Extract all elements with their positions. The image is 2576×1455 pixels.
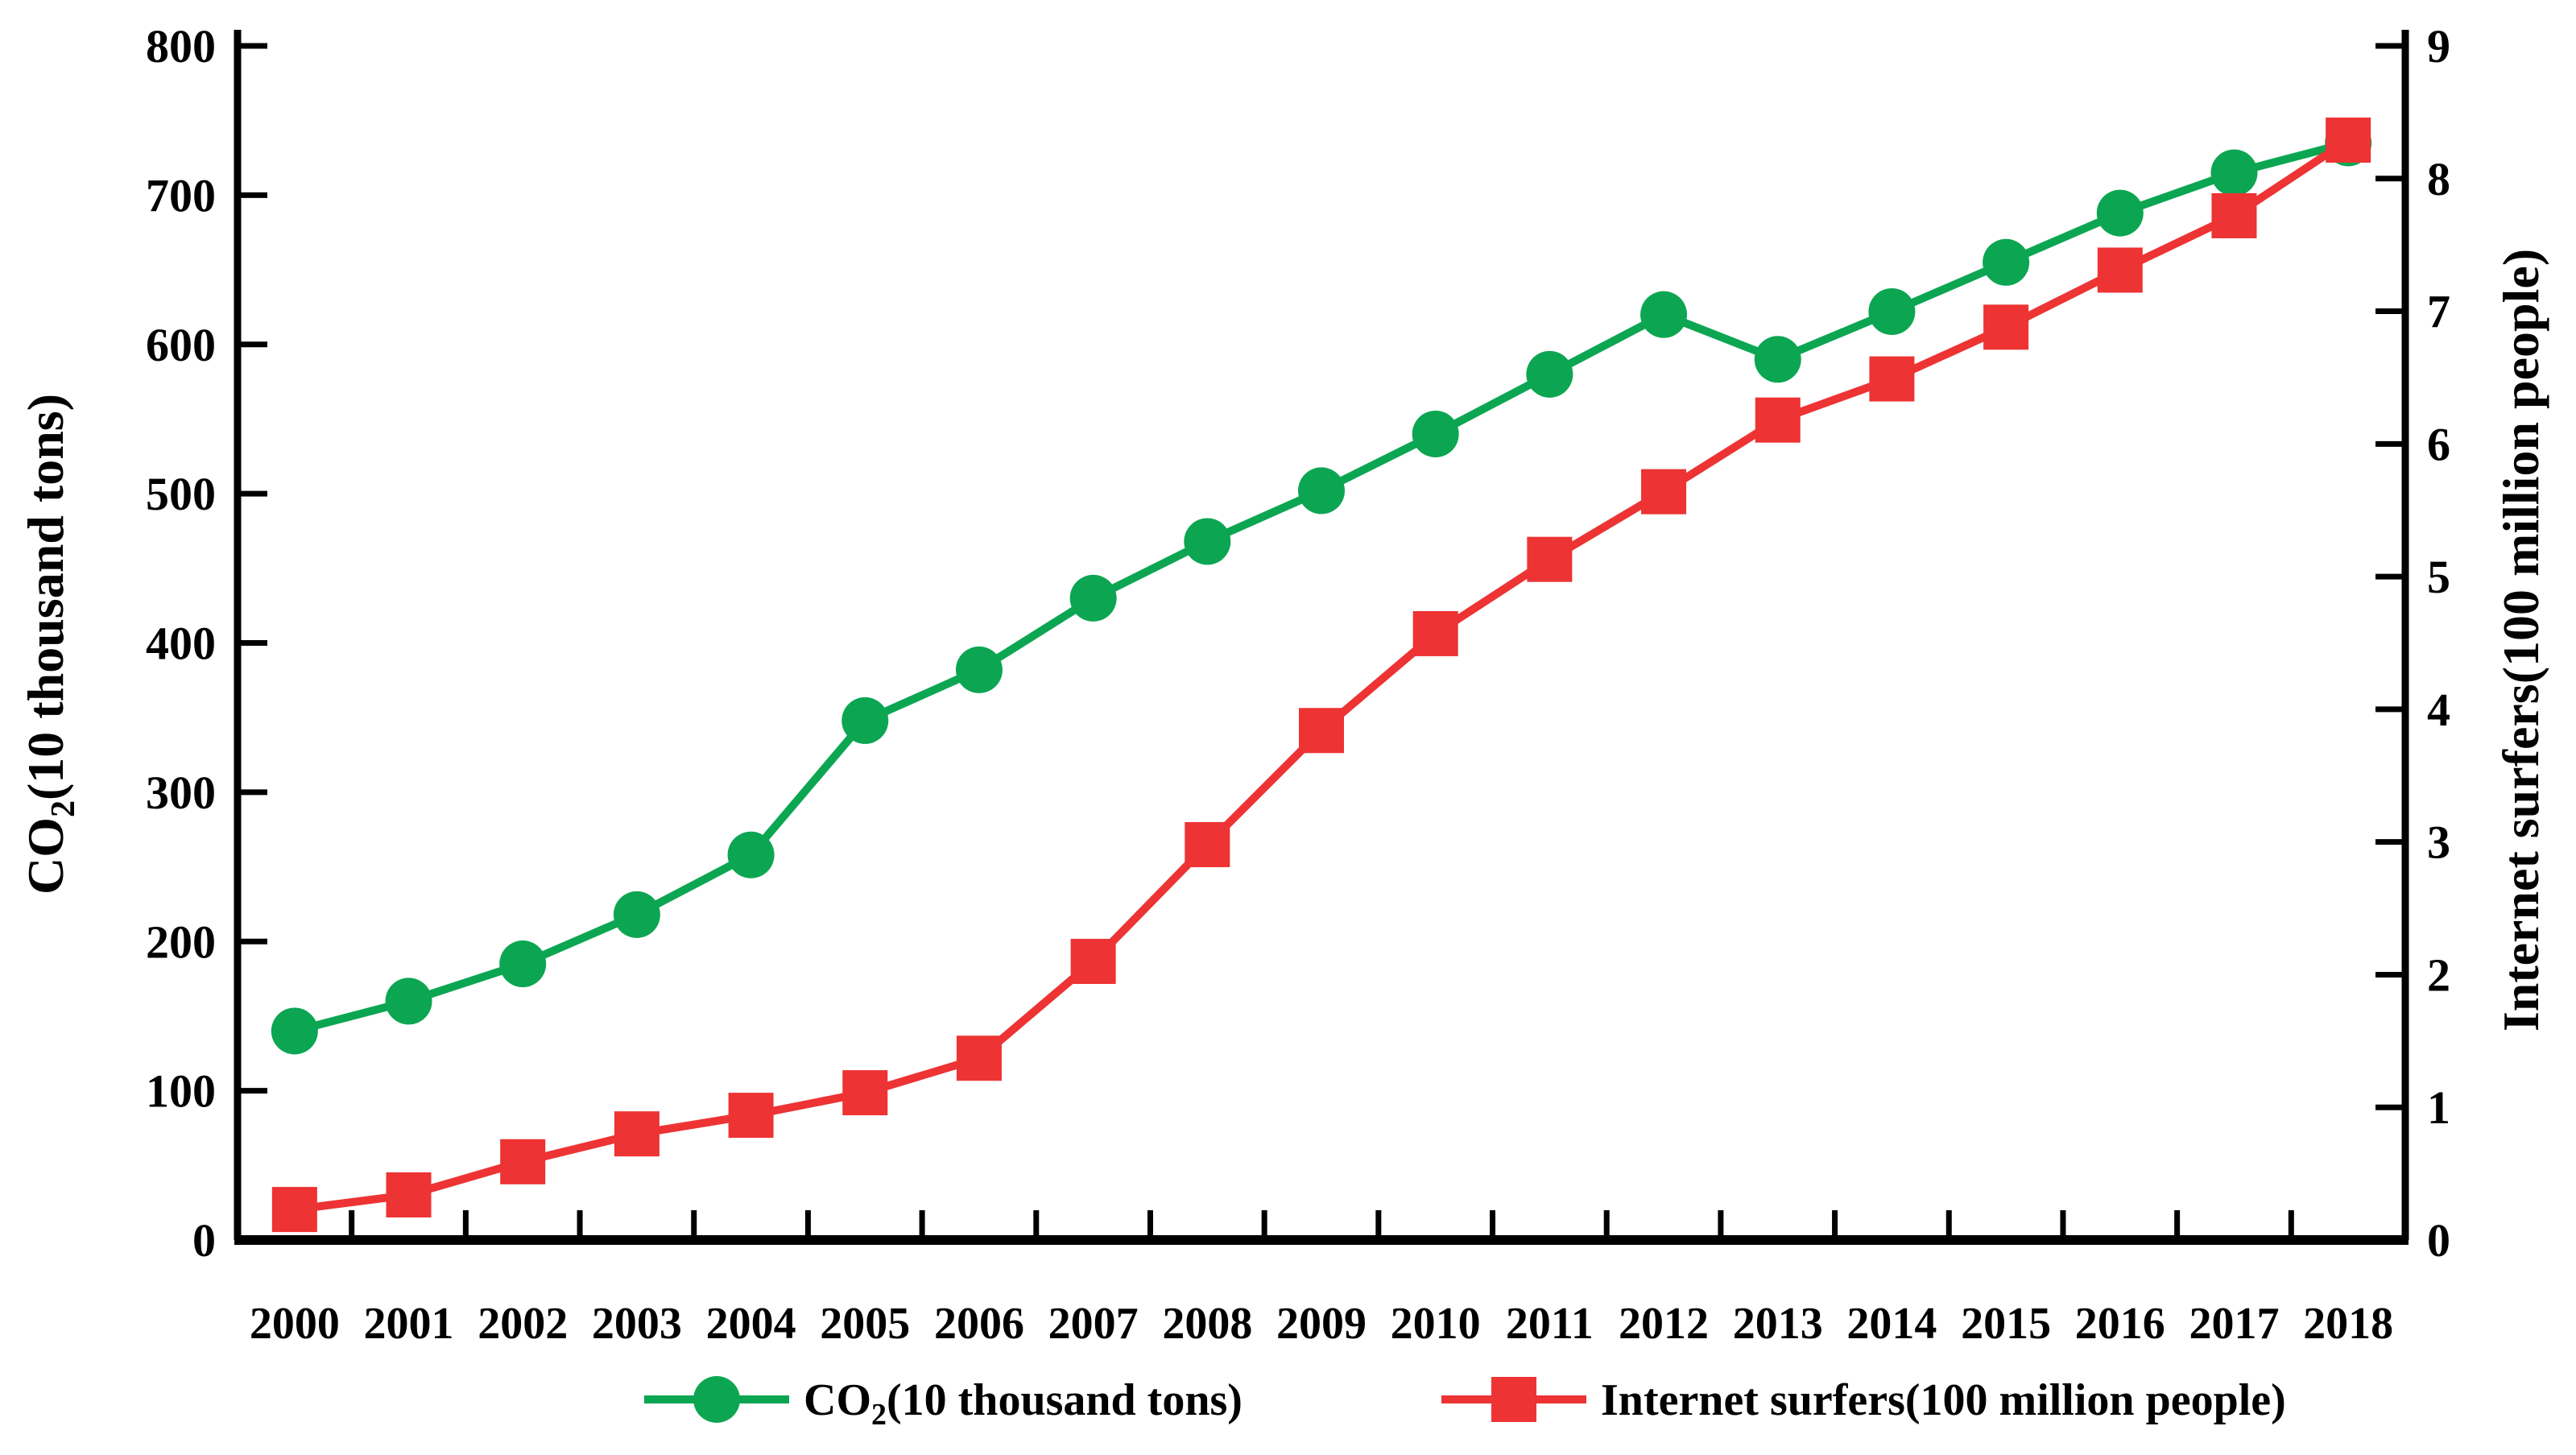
x-axis-year-label: 2016	[2075, 1299, 2165, 1349]
data-point-co2-2001	[385, 978, 432, 1025]
data-point-internet-2014	[1869, 356, 1915, 402]
data-point-co2-2012	[1640, 291, 1688, 338]
left-axis-tick-label: 400	[146, 618, 216, 670]
x-axis-year-label: 2005	[820, 1299, 910, 1349]
data-point-internet-2016	[2097, 247, 2143, 293]
data-point-co2-2004	[727, 831, 775, 878]
right-axis-tick-label: 1	[2427, 1081, 2450, 1134]
data-point-internet-2013	[1755, 397, 1801, 443]
data-point-internet-2012	[1641, 469, 1687, 515]
x-axis-year-label: 2006	[934, 1299, 1024, 1349]
right-axis-tick-label: 4	[2427, 684, 2450, 736]
x-axis-year-label: 2010	[1391, 1299, 1481, 1349]
data-point-internet-2008	[1185, 821, 1230, 867]
x-axis-year-label: 2011	[1506, 1299, 1594, 1349]
data-point-internet-2018	[2326, 117, 2371, 163]
data-point-co2-2009	[1298, 467, 1345, 515]
right-axis-tick-label: 5	[2427, 551, 2450, 603]
legend: CO2(10 thousand tons) Internet surfers(1…	[644, 1375, 2286, 1432]
x-axis-year-label: 2001	[364, 1299, 454, 1349]
x-axis-year-label: 2009	[1276, 1299, 1367, 1349]
x-axis-year-label: 2008	[1162, 1299, 1252, 1349]
series-layer	[271, 117, 2372, 1233]
data-point-co2-2005	[841, 696, 889, 744]
data-point-internet-2009	[1299, 708, 1344, 754]
data-point-internet-2003	[614, 1111, 660, 1157]
right-axis-tick-label: 0	[2427, 1214, 2450, 1267]
x-axis-year-label: 2000	[250, 1299, 340, 1349]
right-axis-tick-label: 2	[2427, 949, 2450, 1001]
legend-item-internet-surfers: Internet surfers(100 million people)	[1441, 1375, 2286, 1425]
internet-surfers-series-line	[294, 136, 2351, 1214]
x-axis-year-label: 2013	[1733, 1299, 1823, 1349]
x-axis-year-label: 2014	[1846, 1299, 1937, 1349]
axes-layer: 0 100 200 300 400 500 600 700 800 0 1 2 3 4 5 6 7 8 9 2000 2…	[146, 20, 2450, 1349]
co2-series-line	[293, 138, 2350, 1035]
data-point-co2-2014	[1868, 287, 1916, 335]
x-axis-year-label: 2015	[1961, 1299, 2051, 1349]
data-point-internet-2004	[728, 1093, 774, 1139]
data-point-co2-2017	[2210, 149, 2258, 196]
right-axis-tick-label: 7	[2427, 286, 2450, 338]
left-axis-tick-label: 800	[146, 20, 216, 72]
right-axis-title: Internet surfers(100 million people)	[2492, 249, 2549, 1031]
data-point-co2-2007	[1069, 574, 1117, 622]
data-point-internet-2005	[842, 1070, 888, 1116]
left-axis-tick-label: 0	[192, 1214, 216, 1267]
x-axis-year-label: 2003	[592, 1299, 682, 1349]
co2-legend-marker-icon	[693, 1376, 740, 1423]
data-point-internet-2002	[500, 1139, 546, 1184]
x-axis-year-label: 2017	[2189, 1299, 2279, 1349]
data-point-co2-2015	[1983, 238, 2030, 286]
data-point-co2-2008	[1184, 518, 1231, 565]
left-axis-tick-label: 300	[146, 767, 216, 819]
data-point-internet-2001	[386, 1172, 432, 1217]
data-point-co2-2003	[613, 891, 660, 938]
x-axis-year-label: 2018	[2303, 1299, 2393, 1349]
legend-label-co2: CO2(10 thousand tons)	[804, 1375, 1243, 1432]
legend-label-internet-surfers: Internet surfers(100 million people)	[1601, 1375, 2286, 1425]
left-axis-tick-label: 600	[146, 319, 216, 371]
data-point-internet-2010	[1412, 610, 1458, 656]
x-axis-year-label: 2012	[1619, 1299, 1709, 1349]
x-axis-year-label: 2007	[1048, 1299, 1139, 1349]
data-point-internet-2007	[1070, 938, 1116, 984]
data-point-co2-2006	[955, 646, 1003, 693]
data-point-internet-2015	[1983, 304, 2029, 350]
data-point-internet-2000	[271, 1187, 317, 1233]
left-axis-title: CO2(10 thousand tons)	[17, 394, 82, 895]
internet-legend-marker-icon	[1491, 1377, 1536, 1422]
data-point-internet-2006	[956, 1035, 1002, 1081]
data-point-co2-2013	[1754, 336, 1801, 383]
left-axis-tick-label: 500	[146, 468, 216, 520]
data-point-internet-2011	[1527, 536, 1573, 582]
data-point-co2-2000	[271, 1007, 318, 1055]
right-axis-tick-label: 6	[2427, 418, 2450, 470]
right-axis-tick-label: 9	[2427, 20, 2450, 72]
data-point-co2-2002	[499, 940, 547, 988]
left-axis-tick-label: 100	[146, 1065, 216, 1118]
right-axis-tick-label: 3	[2427, 816, 2450, 869]
left-axis-tick-label: 200	[146, 916, 216, 968]
internet-surfers-series	[271, 117, 2371, 1233]
data-point-internet-2017	[2211, 192, 2257, 238]
co2-series	[271, 119, 2372, 1055]
x-axis-year-label: 2004	[706, 1299, 796, 1349]
right-axis-tick-label: 8	[2427, 153, 2450, 205]
x-axis-year-label: 2002	[478, 1299, 568, 1349]
data-point-co2-2010	[1412, 410, 1459, 457]
data-point-co2-2011	[1526, 350, 1573, 398]
legend-item-co2: CO2(10 thousand tons)	[644, 1375, 1243, 1432]
left-axis-tick-label: 700	[146, 169, 216, 221]
data-point-co2-2016	[2096, 189, 2144, 237]
